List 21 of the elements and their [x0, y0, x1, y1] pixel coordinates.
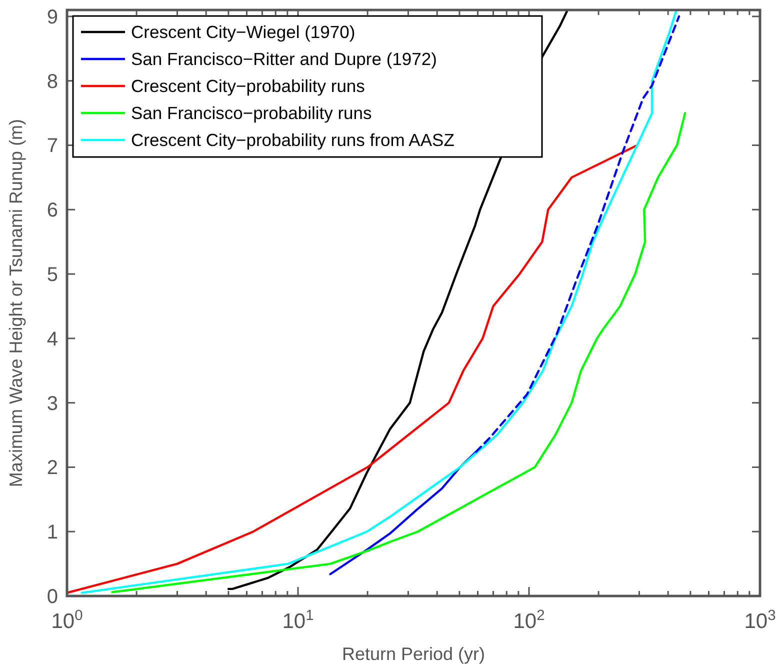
x-tick-label: 10$^{3}$ — [744, 608, 776, 633]
y-tick-label: 1 — [46, 522, 58, 544]
legend-label: San Francisco−Ritter and Dupre (1972) — [131, 49, 437, 69]
y-tick-label: 2 — [46, 457, 58, 480]
y-tick-label: 7 — [46, 135, 58, 158]
y-tick-label: 5 — [46, 264, 58, 286]
x-axis-title: Return Period (yr) — [342, 644, 486, 664]
x-tick-label: 10$^{2}$ — [513, 608, 545, 633]
legend-label: Crescent City−probability runs — [131, 76, 366, 96]
y-tick-label: 3 — [46, 392, 58, 415]
y-tick-label: 8 — [46, 70, 58, 93]
y-axis-title: Maximum Wave Height or Tsunami Runup (m) — [6, 118, 26, 488]
y-tick-label: 9 — [46, 6, 58, 28]
legend-label: Crescent City−Wiegel (1970) — [131, 22, 356, 42]
y-tick-label: 6 — [46, 200, 58, 222]
legend-label: Crescent City−probability runs from AASZ — [131, 130, 455, 150]
x-tick-label: 10$^{0}$ — [51, 608, 83, 633]
y-tick-label: 4 — [46, 328, 58, 350]
legend-label: San Francisco−probability runs — [131, 103, 372, 123]
y-tick-label: 0 — [46, 586, 58, 608]
x-tick-label: 10$^{1}$ — [282, 608, 314, 633]
